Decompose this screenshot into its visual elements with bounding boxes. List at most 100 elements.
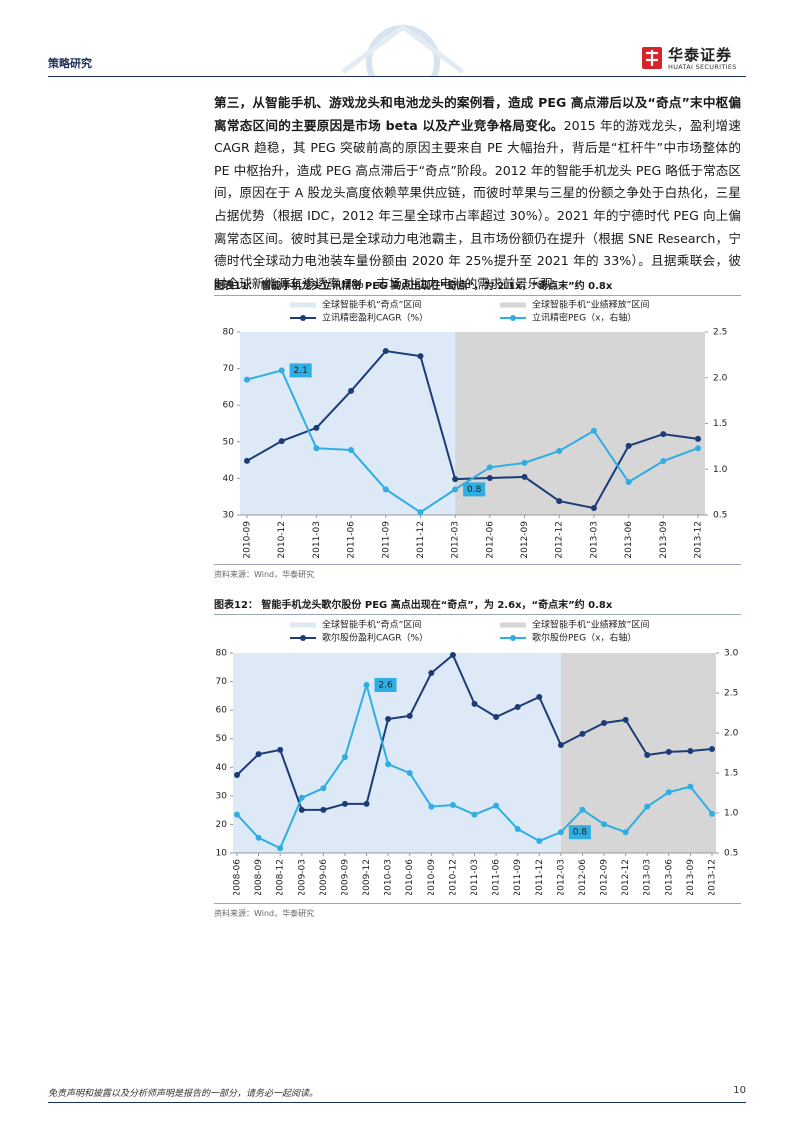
data-point	[486, 464, 493, 471]
legend-label: 全球智能手机“奇点”区间	[322, 299, 421, 311]
data-point	[514, 826, 521, 832]
data-point	[709, 810, 715, 817]
data-point	[536, 694, 543, 700]
data-point	[665, 789, 672, 796]
x-tick-label: 2008-06	[233, 859, 243, 895]
y-tick-label: 30	[223, 511, 235, 521]
data-point	[557, 829, 564, 836]
data-point	[298, 794, 305, 801]
chart: 全球智能手机“奇点”区间 全球智能手机“业绩释放”区间 30 40 50 60 70 80 0.…	[223, 299, 728, 559]
x-tick-label: 2011-12	[416, 521, 426, 559]
data-point	[493, 802, 500, 809]
data-point	[557, 742, 564, 748]
x-tick-label: 2012-06	[578, 859, 588, 895]
data-point	[601, 821, 608, 828]
legend-label: 全球智能手机“奇点”区间	[322, 619, 421, 631]
value-label: 2.6	[378, 681, 393, 691]
y2-tick-label: 2.5	[724, 689, 738, 699]
data-point	[709, 746, 715, 752]
data-point	[644, 752, 651, 758]
x-tick-label: 2013-09	[659, 521, 669, 559]
data-point	[660, 458, 667, 465]
y2-tick-label: 3.0	[724, 649, 739, 659]
figure-source: 资料来源：Wind，华泰研究	[214, 564, 741, 580]
data-point	[452, 476, 459, 483]
data-point	[660, 431, 667, 438]
x-tick-label: 2012-06	[485, 521, 495, 559]
data-point	[234, 811, 240, 818]
x-tick-label: 2013-03	[643, 859, 653, 895]
chart: 全球智能手机“奇点”区间 全球智能手机“业绩释放”区间 10 20 30 40 50 60 70…	[216, 619, 739, 896]
value-label-box	[568, 825, 591, 840]
x-tick-label: 2011-09	[381, 521, 391, 559]
y-tick-label: 40	[223, 474, 235, 484]
data-point	[521, 459, 528, 466]
y-tick-label: 60	[216, 706, 228, 716]
data-point	[625, 442, 632, 449]
data-point	[601, 720, 608, 726]
value-label: 2.1	[294, 366, 308, 376]
figure-title: 图表12： 智能手机龙头歌尔股份 PEG 高点出现在“奇点”，为 2.6x，“奇…	[214, 596, 741, 615]
data-point	[417, 509, 424, 516]
x-tick-label: 2008-12	[276, 859, 286, 895]
data-point	[244, 376, 250, 383]
body-lead: 第三，从智能手机、游戏龙头和电池龙头的案例看，造成 PEG 高点滞后以及“奇点”…	[214, 95, 741, 133]
x-tick-label: 2010-09	[243, 521, 253, 559]
legend-marker	[300, 635, 306, 641]
x-tick-label: 2009-06	[319, 859, 329, 895]
data-point	[625, 479, 632, 486]
value-label-box	[463, 482, 486, 497]
legend-label: 全球智能手机“业绩释放”区间	[532, 619, 649, 631]
data-point	[278, 367, 285, 374]
y-tick-label: 40	[216, 763, 228, 773]
y-tick-label: 10	[216, 849, 228, 859]
y2-tick-label: 2.0	[724, 729, 739, 739]
data-point	[579, 730, 586, 737]
x-tick-label: 2011-06	[347, 521, 357, 559]
header-decoration	[341, 23, 465, 77]
y2-tick-label: 1.5	[713, 419, 727, 429]
x-tick-label: 2012-09	[600, 859, 610, 895]
value-label: 0.8	[467, 485, 482, 495]
y-tick-label: 80	[216, 649, 228, 659]
data-point	[341, 800, 348, 807]
data-point	[695, 435, 701, 442]
y2-tick-label: 1.0	[713, 465, 728, 475]
x-tick-label: 2011-03	[470, 859, 480, 895]
y2-tick-label: 2.0	[713, 373, 728, 383]
y2-tick-label: 0.5	[713, 511, 727, 521]
data-point	[428, 803, 435, 810]
data-point	[579, 806, 586, 813]
x-tick-label: 2012-03	[556, 859, 566, 895]
x-tick-label: 2013-12	[708, 859, 718, 895]
data-point	[521, 473, 528, 480]
x-tick-label: 2013-06	[624, 521, 634, 559]
data-point	[687, 748, 694, 754]
data-point	[313, 445, 320, 452]
legend-marker	[510, 315, 516, 321]
data-point	[622, 716, 629, 723]
data-point	[556, 498, 563, 505]
band	[455, 332, 705, 515]
data-point	[385, 716, 392, 722]
data-point	[363, 682, 370, 688]
legend-label: 立讯精密盈利CAGR（%）	[322, 312, 428, 324]
data-point	[244, 457, 250, 464]
footer-rule	[48, 1102, 746, 1103]
figure-title: 图表11： 智能手机龙头立讯精密 PEG 高点出现在“奇点”，为 2.1x，“奇…	[214, 277, 741, 296]
data-point	[622, 829, 629, 836]
legend-label: 歌尔股份盈利CAGR（%）	[322, 632, 428, 644]
band	[240, 332, 456, 515]
x-tick-label: 2013-03	[589, 521, 599, 559]
data-point	[514, 704, 521, 710]
data-point	[348, 447, 355, 454]
section-label: 策略研究	[48, 57, 92, 70]
x-tick-label: 2012-12	[621, 859, 631, 895]
data-point	[417, 353, 424, 360]
data-point	[278, 438, 285, 445]
y-tick-label: 50	[223, 437, 235, 447]
x-tick-label: 2011-09	[513, 859, 523, 895]
legend-swatch	[290, 622, 316, 628]
data-point	[406, 712, 413, 719]
